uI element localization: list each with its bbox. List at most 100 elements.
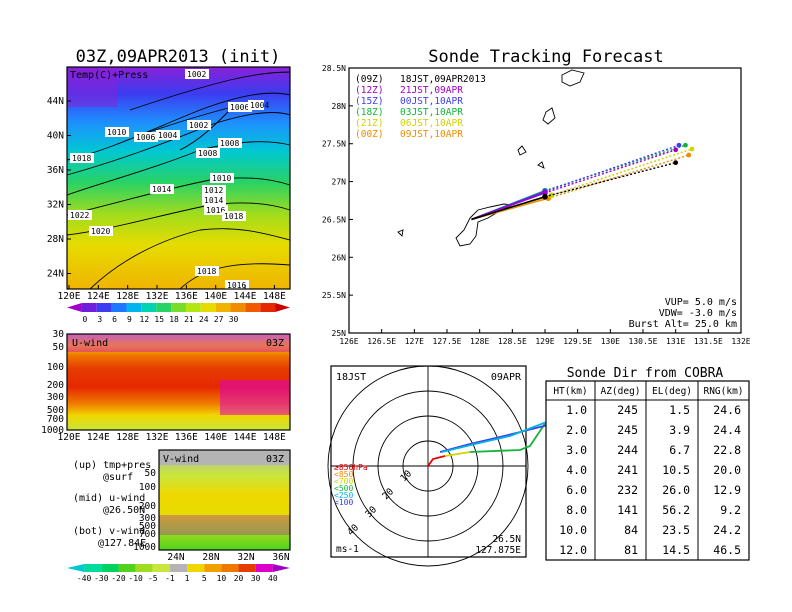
table-cell: 24.4 <box>713 423 741 437</box>
colorbar-label: -40 <box>77 574 92 583</box>
lat-tick-label: 28N <box>202 552 219 563</box>
cobra-table: HT(km) AZ(deg) EL(deg) RNG(km) 1.0 245 1.5 24.6… <box>545 380 750 561</box>
isobar-labels: 1002 1006 1004 1010 1006 1004 1002 1008 … <box>68 69 269 290</box>
lat-tick-label: 28.5N <box>322 64 346 73</box>
colorbar-swatch <box>200 303 216 312</box>
table-cell: 24.6 <box>713 403 741 417</box>
sonde-tracks <box>471 142 695 221</box>
colorbar-swatch <box>272 564 290 572</box>
pressure-tick-label: 200 <box>139 501 156 512</box>
u-wind-jet-core <box>220 380 290 415</box>
colorbar-swatch <box>169 564 188 572</box>
legend-utc: (21Z) <box>355 118 384 129</box>
coastlines <box>397 69 585 247</box>
lat-tick-label: 27N <box>332 178 347 187</box>
lon-tick-label: 126.5E <box>367 337 396 346</box>
range-rings <box>327 365 529 567</box>
colorbar-swatch <box>156 303 172 312</box>
legend-jst: 06JST,10APR <box>400 118 463 129</box>
burst-point <box>548 192 555 198</box>
table-cell: 244 <box>617 443 638 457</box>
pressure-tick-label: 700 <box>47 414 64 425</box>
legend-utc: (00Z) <box>355 129 384 140</box>
lon-tick-label: 129E <box>535 337 554 346</box>
lon-tick-label: 131E <box>666 337 685 346</box>
table-cell: 1.0 <box>566 403 587 417</box>
table-header: EL(deg) <box>652 386 692 397</box>
lat-tick-label: 24N <box>47 269 64 280</box>
polar-frame <box>330 365 527 558</box>
lon-tick-label: 128E <box>116 291 139 302</box>
lon-tick-label: 136E <box>175 291 198 302</box>
u-wind-frame <box>66 333 291 431</box>
isobar-label: 1004 <box>248 100 269 110</box>
lon-tick-label: 144E <box>234 291 257 302</box>
table-cell: 22.8 <box>713 443 741 457</box>
svg-text:1016: 1016 <box>206 206 225 215</box>
isobar-label: 1016 <box>204 205 228 215</box>
colorbar-label: 6 <box>112 315 117 324</box>
table-cell: 1.5 <box>669 403 690 417</box>
colorbar-swatch <box>81 303 97 312</box>
lat-tick-label: 44N <box>47 96 64 107</box>
lat-tick-label: 36N <box>47 165 64 176</box>
colorbar-label: 30 <box>229 315 239 324</box>
note-line: (up) tmp+pres <box>73 460 151 471</box>
v-wind-lat-ticks: 24N 28N 32N 36N <box>167 552 289 563</box>
svg-text:1002: 1002 <box>187 70 206 79</box>
landing-point <box>689 146 695 152</box>
colorbar-swatch <box>67 303 82 312</box>
lat-tick-label: 40N <box>47 131 64 142</box>
lat-tick-label: 24N <box>167 552 184 563</box>
note-line: @26.50N <box>103 505 145 516</box>
pressure-tick-label: 300 <box>47 392 64 403</box>
lon-tick-label: 140E <box>204 432 227 443</box>
table-cell: 24.2 <box>713 523 741 537</box>
colorbar-swatch <box>111 303 127 312</box>
svg-text:1016: 1016 <box>227 281 246 290</box>
cobra-table-panel: Sonde Dir from COBRA HT(km) AZ(deg) EL(deg… <box>545 366 750 561</box>
svg-text:1014: 1014 <box>204 196 223 205</box>
note-line: @surf <box>103 472 133 483</box>
svg-text:1020: 1020 <box>91 227 110 236</box>
lon-tick-label: 132E <box>146 432 169 443</box>
temperature-colorbar: 0 3 6 9 12 15 18 21 24 27 30 <box>67 303 290 324</box>
colorbar-label: -5 <box>148 574 158 583</box>
lat-tick-label: 32N <box>47 200 64 211</box>
isobar-label: 1018 <box>222 211 246 221</box>
legend-jst: 21JST,09APR <box>400 85 463 96</box>
isobar-label: 1004 <box>156 130 180 140</box>
table-cell: 56.2 <box>662 503 690 517</box>
colorbar-swatch <box>135 564 153 572</box>
note-line: (mid) u-wind <box>73 493 145 504</box>
pressure-tick-label: 50 <box>53 342 65 353</box>
note-line: @127.84E <box>98 538 146 549</box>
lat-tick-label: 28N <box>47 234 64 245</box>
colorbar-swatch <box>255 564 273 572</box>
legend-item: ≥850hPa <box>334 463 368 472</box>
svg-text:1022: 1022 <box>70 211 89 220</box>
isobar-label: 1006 <box>134 132 158 142</box>
colorbar-swatch <box>96 303 112 312</box>
polar-lon: 127.875E <box>475 545 521 556</box>
svg-text:1010: 1010 <box>107 128 126 137</box>
lon-tick-label: 129.5E <box>563 337 592 346</box>
svg-text:1008: 1008 <box>198 149 217 158</box>
surface-map-panel: 03Z,09APR2013 (init) Temp(C)+Press 1002 … <box>47 47 291 324</box>
legend-item: <250 <box>334 491 353 500</box>
table-cell: 232 <box>617 483 638 497</box>
lat-tick-label: 27.5N <box>322 140 346 149</box>
colorbar-label: 15 <box>154 315 164 324</box>
track-lat-ticks: 28.5N 28N 27.5N 27N 26.5N 26N 25.5N 25N <box>322 64 353 338</box>
table-header: AZ(deg) <box>600 386 640 397</box>
lon-tick-label: 128E <box>116 432 139 443</box>
table-cell: 2.0 <box>566 423 587 437</box>
landing-point <box>673 147 679 153</box>
landing-point <box>673 160 679 166</box>
lat-tick-label: 25.5N <box>322 291 346 300</box>
wind-colorbar: -40 -30 -20 -10 -5 -1 1 5 10 20 30 40 <box>67 564 290 583</box>
colorbar-label: 0 <box>82 315 87 324</box>
table-cell: 4.0 <box>566 463 587 477</box>
map-field-label: Temp(C)+Press <box>70 70 148 81</box>
